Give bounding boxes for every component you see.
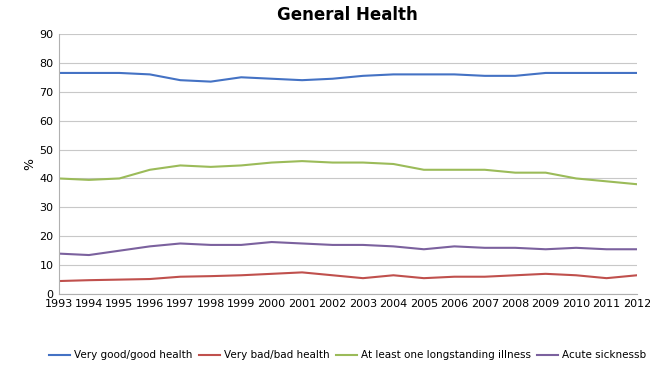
Acute sicknessb bbox=[541, 247, 549, 251]
At least one longstanding illness bbox=[55, 176, 62, 181]
Acute sicknessb bbox=[116, 248, 124, 253]
At least one longstanding illness bbox=[85, 178, 93, 182]
Very bad/bad health bbox=[146, 277, 154, 281]
Line: At least one longstanding illness: At least one longstanding illness bbox=[58, 161, 637, 184]
Acute sicknessb bbox=[572, 245, 580, 250]
Acute sicknessb bbox=[85, 253, 93, 257]
At least one longstanding illness bbox=[237, 163, 245, 168]
Very bad/bad health bbox=[541, 271, 549, 276]
Very good/good health bbox=[207, 80, 215, 84]
Very bad/bad health bbox=[481, 274, 489, 279]
Very good/good health bbox=[298, 78, 306, 83]
Legend: Very good/good health, Very bad/bad health, At least one longstanding illness, A: Very good/good health, Very bad/bad heal… bbox=[45, 346, 650, 365]
Very good/good health bbox=[541, 71, 549, 75]
Very good/good health bbox=[389, 72, 397, 77]
Acute sicknessb bbox=[512, 245, 519, 250]
Acute sicknessb bbox=[450, 244, 458, 249]
Y-axis label: %: % bbox=[24, 158, 37, 170]
Acute sicknessb bbox=[207, 243, 215, 247]
Acute sicknessb bbox=[481, 245, 489, 250]
At least one longstanding illness bbox=[329, 160, 337, 165]
Acute sicknessb bbox=[268, 240, 276, 244]
At least one longstanding illness bbox=[420, 167, 428, 172]
At least one longstanding illness bbox=[541, 170, 549, 175]
Very bad/bad health bbox=[268, 271, 276, 276]
Acute sicknessb bbox=[55, 251, 62, 256]
At least one longstanding illness bbox=[146, 167, 154, 172]
Acute sicknessb bbox=[359, 243, 367, 247]
Acute sicknessb bbox=[176, 241, 184, 246]
Very good/good health bbox=[420, 72, 428, 77]
Very good/good health bbox=[176, 78, 184, 83]
Very good/good health bbox=[237, 75, 245, 80]
At least one longstanding illness bbox=[450, 167, 458, 172]
Very bad/bad health bbox=[329, 273, 337, 277]
Acute sicknessb bbox=[633, 247, 641, 251]
At least one longstanding illness bbox=[481, 167, 489, 172]
Very good/good health bbox=[450, 72, 458, 77]
Very good/good health bbox=[116, 71, 124, 75]
At least one longstanding illness bbox=[512, 170, 519, 175]
Very bad/bad health bbox=[298, 270, 306, 275]
Very good/good health bbox=[481, 74, 489, 78]
Very bad/bad health bbox=[512, 273, 519, 277]
Very good/good health bbox=[85, 71, 93, 75]
At least one longstanding illness bbox=[116, 176, 124, 181]
Very good/good health bbox=[603, 71, 610, 75]
At least one longstanding illness bbox=[207, 165, 215, 169]
Very bad/bad health bbox=[207, 274, 215, 278]
Acute sicknessb bbox=[603, 247, 610, 251]
Very bad/bad health bbox=[633, 273, 641, 277]
Very good/good health bbox=[512, 74, 519, 78]
Acute sicknessb bbox=[389, 244, 397, 249]
Very good/good health bbox=[633, 71, 641, 75]
Very bad/bad health bbox=[572, 273, 580, 277]
At least one longstanding illness bbox=[359, 160, 367, 165]
Very bad/bad health bbox=[116, 277, 124, 282]
Very bad/bad health bbox=[237, 273, 245, 277]
Acute sicknessb bbox=[420, 247, 428, 251]
Title: General Health: General Health bbox=[278, 6, 418, 24]
At least one longstanding illness bbox=[603, 179, 610, 184]
Very bad/bad health bbox=[359, 276, 367, 280]
Very bad/bad health bbox=[176, 274, 184, 279]
Very good/good health bbox=[268, 77, 276, 81]
At least one longstanding illness bbox=[268, 160, 276, 165]
Line: Very bad/bad health: Very bad/bad health bbox=[58, 273, 637, 281]
Acute sicknessb bbox=[237, 243, 245, 247]
At least one longstanding illness bbox=[572, 176, 580, 181]
At least one longstanding illness bbox=[298, 159, 306, 163]
Line: Acute sicknessb: Acute sicknessb bbox=[58, 242, 637, 255]
Line: Very good/good health: Very good/good health bbox=[58, 73, 637, 82]
Very good/good health bbox=[359, 74, 367, 78]
Very good/good health bbox=[329, 77, 337, 81]
Acute sicknessb bbox=[298, 241, 306, 246]
Very bad/bad health bbox=[389, 273, 397, 277]
At least one longstanding illness bbox=[389, 162, 397, 166]
Very good/good health bbox=[146, 72, 154, 77]
At least one longstanding illness bbox=[633, 182, 641, 187]
Very good/good health bbox=[55, 71, 62, 75]
Very bad/bad health bbox=[450, 274, 458, 279]
Very good/good health bbox=[572, 71, 580, 75]
Very bad/bad health bbox=[420, 276, 428, 280]
At least one longstanding illness bbox=[176, 163, 184, 168]
Acute sicknessb bbox=[329, 243, 337, 247]
Acute sicknessb bbox=[146, 244, 154, 249]
Very bad/bad health bbox=[85, 278, 93, 282]
Very bad/bad health bbox=[55, 279, 62, 284]
Very bad/bad health bbox=[603, 276, 610, 280]
